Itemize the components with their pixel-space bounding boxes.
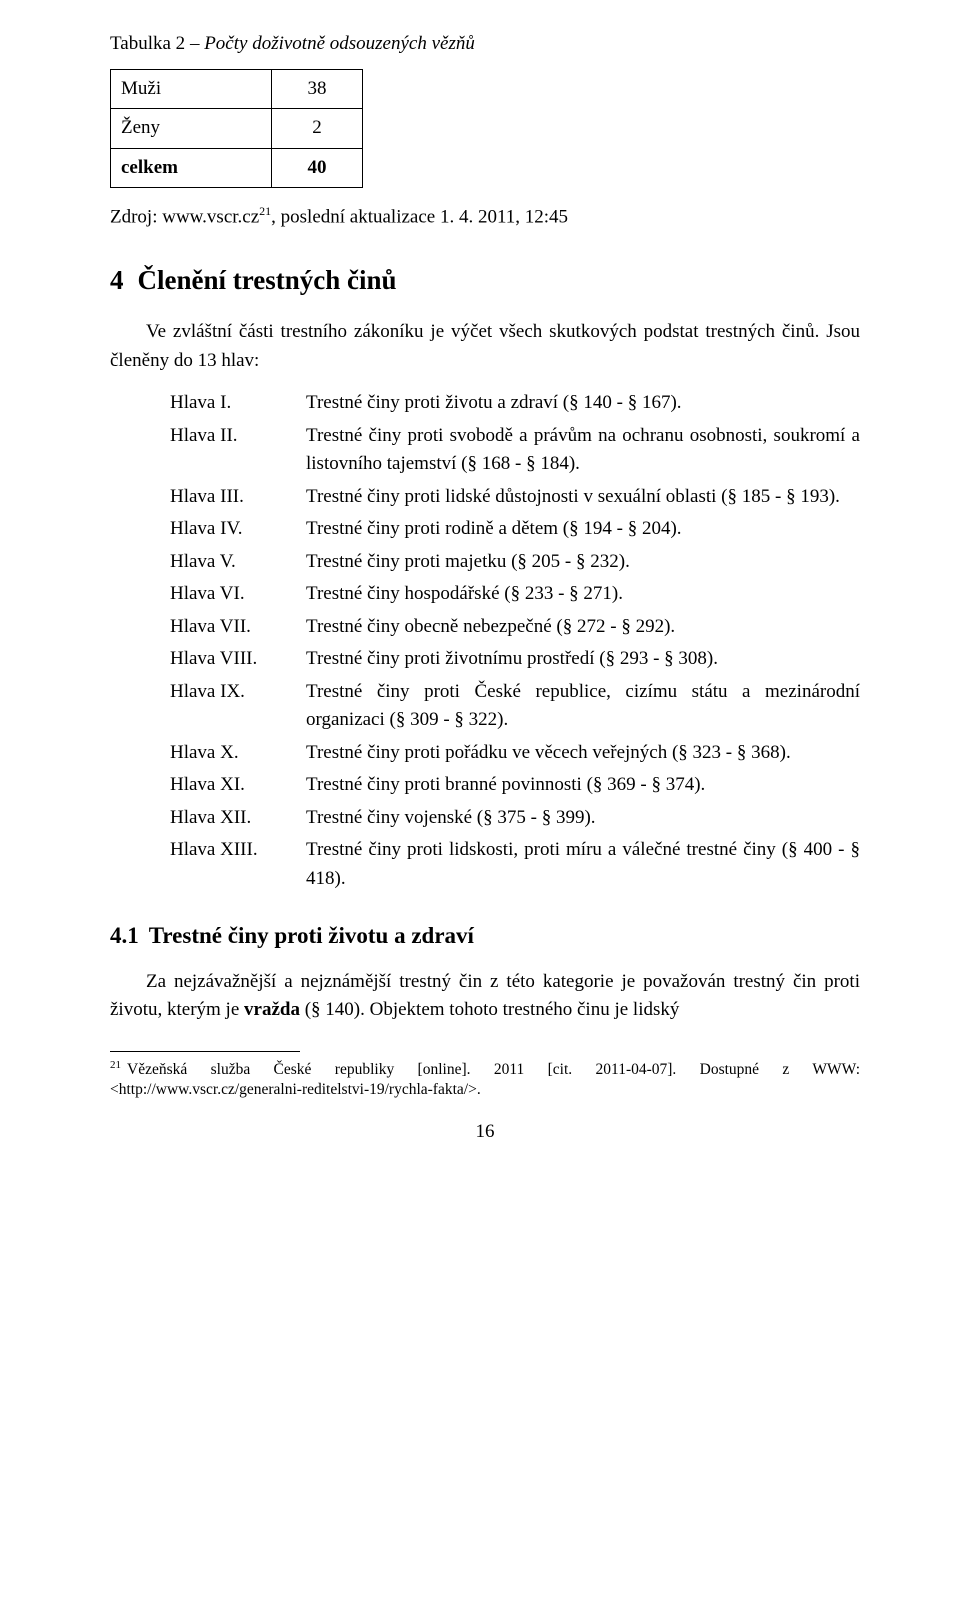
hlava-row: Hlava VI.Trestné činy hospodářské (§ 233… [170,580,860,609]
hlava-row: Hlava X.Trestné činy proti pořádku ve vě… [170,739,860,768]
page-number: 16 [110,1118,860,1147]
row-value: 2 [272,109,363,149]
hlava-row: Hlava VIII.Trestné činy proti životnímu … [170,645,860,674]
hlava-list: Hlava I.Trestné činy proti životu a zdra… [170,389,860,893]
hlava-row: Hlava I.Trestné činy proti životu a zdra… [170,389,860,418]
subsection-title: Trestné činy proti životu a zdraví [149,923,474,948]
hlava-label: Hlava X. [170,739,306,768]
hlava-label: Hlava VII. [170,613,306,642]
caption-title: – Počty doživotně odsouzených vězňů [185,33,475,54]
hlava-description: Trestné činy proti životnímu prostředí (… [306,645,860,674]
hlava-row: Hlava IV.Trestné činy proti rodině a dět… [170,515,860,544]
hlava-label: Hlava V. [170,548,306,577]
hlava-label: Hlava I. [170,389,306,418]
para-bold: vražda [244,999,300,1020]
hlava-description: Trestné činy proti svobodě a právům na o… [306,422,860,479]
para-end: (§ 140). Objektem tohoto trestného činu … [300,999,679,1020]
row-value: 38 [272,69,363,109]
hlava-description: Trestné činy hospodářské (§ 233 - § 271)… [306,580,860,609]
section-intro: Ve zvláštní části trestního zákoníku je … [110,318,860,375]
hlava-label: Hlava IV. [170,515,306,544]
hlava-row: Hlava XII.Trestné činy vojenské (§ 375 -… [170,804,860,833]
subsection-paragraph: Za nejzávažnější a nejznámější trestný č… [110,968,860,1025]
hlava-description: Trestné činy vojenské (§ 375 - § 399). [306,804,860,833]
subsection-number: 4.1 [110,919,139,954]
footnote-text: Vězeňská služba České republiky [online]… [110,1061,860,1098]
hlava-label: Hlava XIII. [170,836,306,865]
footnote: 21Vězeňská služba České republiky [onlin… [110,1058,860,1100]
section-title: Členění trestných činů [138,265,397,295]
hlava-label: Hlava VIII. [170,645,306,674]
table-row: Muži38 [111,69,363,109]
hlava-row: Hlava II.Trestné činy proti svobodě a pr… [170,422,860,479]
hlava-row: Hlava IX.Trestné činy proti České republ… [170,678,860,735]
hlava-description: Trestné činy proti pořádku ve věcech veř… [306,739,860,768]
row-value: 40 [272,148,363,188]
hlava-description: Trestné činy obecně nebezpečné (§ 272 - … [306,613,860,642]
table-row: celkem40 [111,148,363,188]
table-row: Ženy2 [111,109,363,149]
footnote-number: 21 [110,1059,121,1071]
row-label: Ženy [111,109,272,149]
hlava-row: Hlava XI.Trestné činy proti branné povin… [170,771,860,800]
hlava-row: Hlava III.Trestné činy proti lidské důst… [170,483,860,512]
subsection-heading: 4.1 Trestné činy proti životu a zdraví [110,919,860,954]
hlava-description: Trestné činy proti rodině a dětem (§ 194… [306,515,860,544]
row-label: celkem [111,148,272,188]
hlava-description: Trestné činy proti životu a zdraví (§ 14… [306,389,860,418]
hlava-description: Trestné činy proti lidskosti, proti míru… [306,836,860,893]
caption-prefix: Tabulka 2 [110,33,185,54]
row-label: Muži [111,69,272,109]
hlava-label: Hlava VI. [170,580,306,609]
hlava-label: Hlava III. [170,483,306,512]
hlava-description: Trestné činy proti branné povinnosti (§ … [306,771,860,800]
hlava-description: Trestné činy proti majetku (§ 205 - § 23… [306,548,860,577]
section-number: 4 [110,260,124,301]
footnote-separator [110,1051,300,1052]
table-caption: Tabulka 2 – Počty doživotně odsouzených … [110,30,860,59]
hlava-description: Trestné činy proti České republice, cizí… [306,678,860,735]
hlava-row: Hlava XIII.Trestné činy proti lidskosti,… [170,836,860,893]
hlava-label: Hlava IX. [170,678,306,707]
hlava-label: Hlava XII. [170,804,306,833]
hlava-row: Hlava V.Trestné činy proti majetku (§ 20… [170,548,860,577]
source-footnote-ref: 21 [259,204,271,218]
hlava-description: Trestné činy proti lidské důstojnosti v … [306,483,860,512]
source-prefix: Zdroj: www.vscr.cz [110,206,259,227]
table-source: Zdroj: www.vscr.cz21, poslední aktualiza… [110,202,860,232]
hlava-row: Hlava VII.Trestné činy obecně nebezpečné… [170,613,860,642]
prisoner-count-table: Muži38Ženy2celkem40 [110,69,363,189]
section-heading: 4 Členění trestných činů [110,260,860,301]
hlava-label: Hlava XI. [170,771,306,800]
source-suffix: , poslední aktualizace 1. 4. 2011, 12:45 [271,206,568,227]
hlava-label: Hlava II. [170,422,306,451]
